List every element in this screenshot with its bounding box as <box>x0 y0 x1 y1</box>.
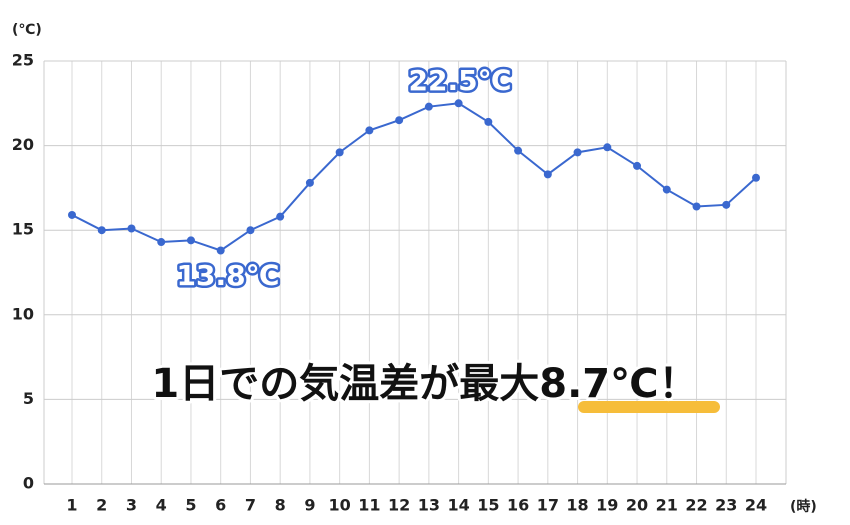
point <box>305 178 314 187</box>
point <box>365 126 374 135</box>
x-tick-label: 23 <box>715 496 737 515</box>
point <box>543 170 552 179</box>
x-tick-label: 15 <box>477 496 499 515</box>
x-tick-label: 24 <box>745 496 767 515</box>
y-tick-label: 10 <box>12 304 34 323</box>
x-tick-label: 9 <box>304 496 315 515</box>
point <box>454 99 463 108</box>
x-tick-label: 16 <box>507 496 529 515</box>
annotation: 13.8℃ <box>177 259 280 292</box>
y-tick-label: 5 <box>23 389 34 408</box>
point <box>484 117 493 126</box>
point <box>335 148 344 157</box>
annotation: 22.5℃ <box>409 64 512 97</box>
x-tick-label: 4 <box>156 496 167 515</box>
point <box>722 200 731 209</box>
y-tick-label: 0 <box>23 474 34 493</box>
point <box>692 202 701 211</box>
x-tick-label: 1 <box>66 496 77 515</box>
point <box>662 185 671 194</box>
point <box>395 116 404 125</box>
x-tick-label: 6 <box>215 496 226 515</box>
x-tick-label: 11 <box>358 496 380 515</box>
x-tick-label: 17 <box>537 496 559 515</box>
point <box>276 212 285 221</box>
y-tick-label: 25 <box>12 51 34 70</box>
x-tick-label: 21 <box>656 496 678 515</box>
x-tick-label: 19 <box>596 496 618 515</box>
line <box>71 102 757 252</box>
x-tick-label: 10 <box>329 496 351 515</box>
x-tick-label: 14 <box>447 496 469 515</box>
x-unit: (時) <box>790 498 817 515</box>
x-tick-label: 13 <box>418 496 440 515</box>
y-unit: (℃) <box>12 22 42 38</box>
point <box>752 173 760 182</box>
point <box>424 102 433 111</box>
point <box>157 238 166 247</box>
x-tick-label: 2 <box>96 496 107 515</box>
y-tick-label: 20 <box>12 135 34 154</box>
point <box>573 148 582 157</box>
x-tick-label: 7 <box>245 496 256 515</box>
x-tick-label: 8 <box>275 496 286 515</box>
point <box>68 210 76 219</box>
x-tick-label: 22 <box>685 496 707 515</box>
x-tick-label: 5 <box>185 496 196 515</box>
point <box>514 146 523 155</box>
point <box>127 224 136 233</box>
point <box>603 143 612 152</box>
y-tick-label: 15 <box>12 220 34 239</box>
point <box>246 226 255 235</box>
x-tick-label: 18 <box>566 496 588 515</box>
point <box>97 226 106 235</box>
highlight <box>578 401 720 413</box>
headline: 1日での気温差が最大8.7℃！ <box>151 361 698 407</box>
point <box>186 236 195 245</box>
x-tick-label: 20 <box>626 496 648 515</box>
point <box>216 246 225 255</box>
x-tick-label: 12 <box>388 496 410 515</box>
point <box>633 161 642 170</box>
x-tick-label: 3 <box>126 496 137 515</box>
